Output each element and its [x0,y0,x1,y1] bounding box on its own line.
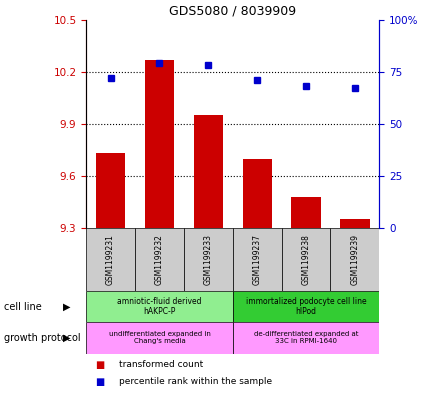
Text: transformed count: transformed count [118,360,202,369]
Bar [281,228,330,291]
Text: percentile rank within the sample: percentile rank within the sample [118,378,271,386]
Text: GSM1199237: GSM1199237 [252,234,261,285]
Bar [242,158,271,228]
Text: immortalized podocyte cell line
hIPod: immortalized podocyte cell line hIPod [245,297,366,316]
Bar [184,228,232,291]
Text: cell line: cell line [4,301,42,312]
Title: GDS5080 / 8039909: GDS5080 / 8039909 [169,4,295,17]
Text: GSM1199232: GSM1199232 [155,234,163,285]
Bar [193,115,222,228]
Bar [86,228,135,291]
Bar [339,219,369,228]
Text: undifferentiated expanded in
Chang's media: undifferentiated expanded in Chang's med… [108,331,210,345]
Bar [291,197,320,228]
Text: de-differentiated expanded at
33C in RPMI-1640: de-differentiated expanded at 33C in RPM… [253,331,357,345]
Text: GSM1199231: GSM1199231 [106,234,115,285]
Text: growth protocol: growth protocol [4,333,81,343]
Bar [330,228,378,291]
Bar [232,228,281,291]
Bar [135,228,184,291]
Text: ▶: ▶ [63,301,71,312]
Bar [86,322,232,354]
Bar [232,291,378,322]
Text: ▶: ▶ [63,333,71,343]
Bar [96,153,125,228]
Text: ■: ■ [95,377,104,387]
Text: ■: ■ [95,360,104,370]
Text: GSM1199238: GSM1199238 [301,234,310,285]
Text: GSM1199239: GSM1199239 [350,234,359,285]
Text: GSM1199233: GSM1199233 [203,234,212,285]
Bar [144,60,174,228]
Text: amniotic-fluid derived
hAKPC-P: amniotic-fluid derived hAKPC-P [117,297,201,316]
Bar [86,291,232,322]
Bar [232,322,378,354]
